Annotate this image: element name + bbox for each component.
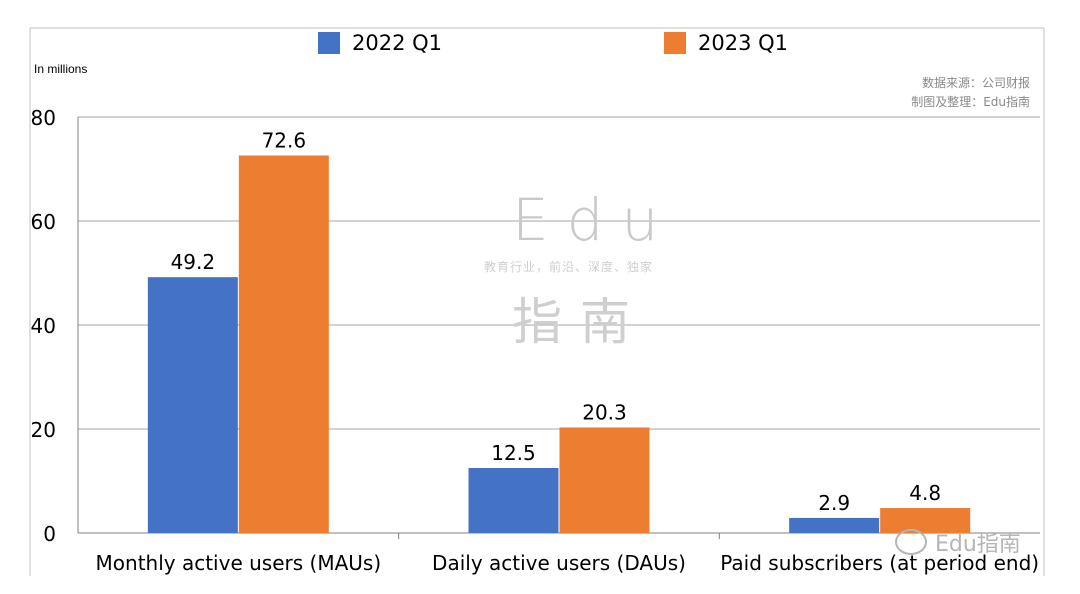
bar bbox=[238, 155, 329, 534]
y-tick-label: 60 bbox=[31, 210, 56, 234]
unit-label: In millions bbox=[34, 62, 88, 76]
watermark-brand: Edu bbox=[512, 186, 677, 254]
legend-swatch-2023 bbox=[664, 32, 686, 54]
wechat-icon bbox=[895, 529, 927, 555]
x-tick-label: Monthly active users (MAUs) bbox=[96, 551, 382, 575]
bar bbox=[559, 427, 650, 533]
y-tick-label: 80 bbox=[31, 106, 56, 130]
value-label: 2.9 bbox=[818, 491, 850, 515]
y-tick-label: 0 bbox=[43, 522, 56, 546]
gridlines bbox=[29, 27, 1045, 576]
x-tick-label: Daily active users (DAUs) bbox=[432, 551, 686, 575]
corner-watermark: Edu指南 bbox=[895, 526, 1021, 558]
legend-label-2023: 2023 Q1 bbox=[698, 31, 789, 55]
value-labels: 49.2 72.6 12.5 20.3 2.9 4.8 bbox=[171, 128, 942, 514]
legend-item-2022-q1: 2022 Q1 bbox=[318, 30, 442, 56]
y-tick-labels: 0 20 40 60 80 bbox=[31, 106, 56, 546]
legend-swatch-2022 bbox=[318, 32, 340, 54]
value-label: 4.8 bbox=[909, 481, 941, 505]
x-tick-labels: Monthly active users (MAUs) Daily active … bbox=[96, 551, 1040, 575]
legend-label-2022: 2022 Q1 bbox=[352, 31, 443, 55]
legend-item-2023-q1: 2023 Q1 bbox=[664, 30, 788, 56]
bar bbox=[468, 468, 559, 533]
bar bbox=[789, 517, 880, 533]
value-label: 72.6 bbox=[262, 128, 307, 152]
source-line: 数据来源：公司财报 bbox=[921, 76, 1030, 90]
corner-watermark-text: Edu指南 bbox=[935, 532, 1021, 557]
y-tick-label: 20 bbox=[31, 418, 56, 442]
value-label: 12.5 bbox=[491, 441, 536, 465]
watermark-chinese: 指南 bbox=[512, 293, 648, 351]
credit-line: 制图及整理：Edu指南 bbox=[911, 95, 1030, 109]
bars bbox=[147, 155, 971, 534]
watermark-tagline: 教育行业，前沿、深度、独家 bbox=[484, 260, 654, 274]
value-label: 20.3 bbox=[582, 400, 627, 424]
value-label: 49.2 bbox=[171, 250, 216, 274]
x-tick-label: Paid subscribers (at period end) bbox=[720, 551, 1039, 575]
y-tick-label: 40 bbox=[31, 314, 56, 338]
bar bbox=[147, 277, 238, 533]
bar bbox=[880, 508, 971, 533]
